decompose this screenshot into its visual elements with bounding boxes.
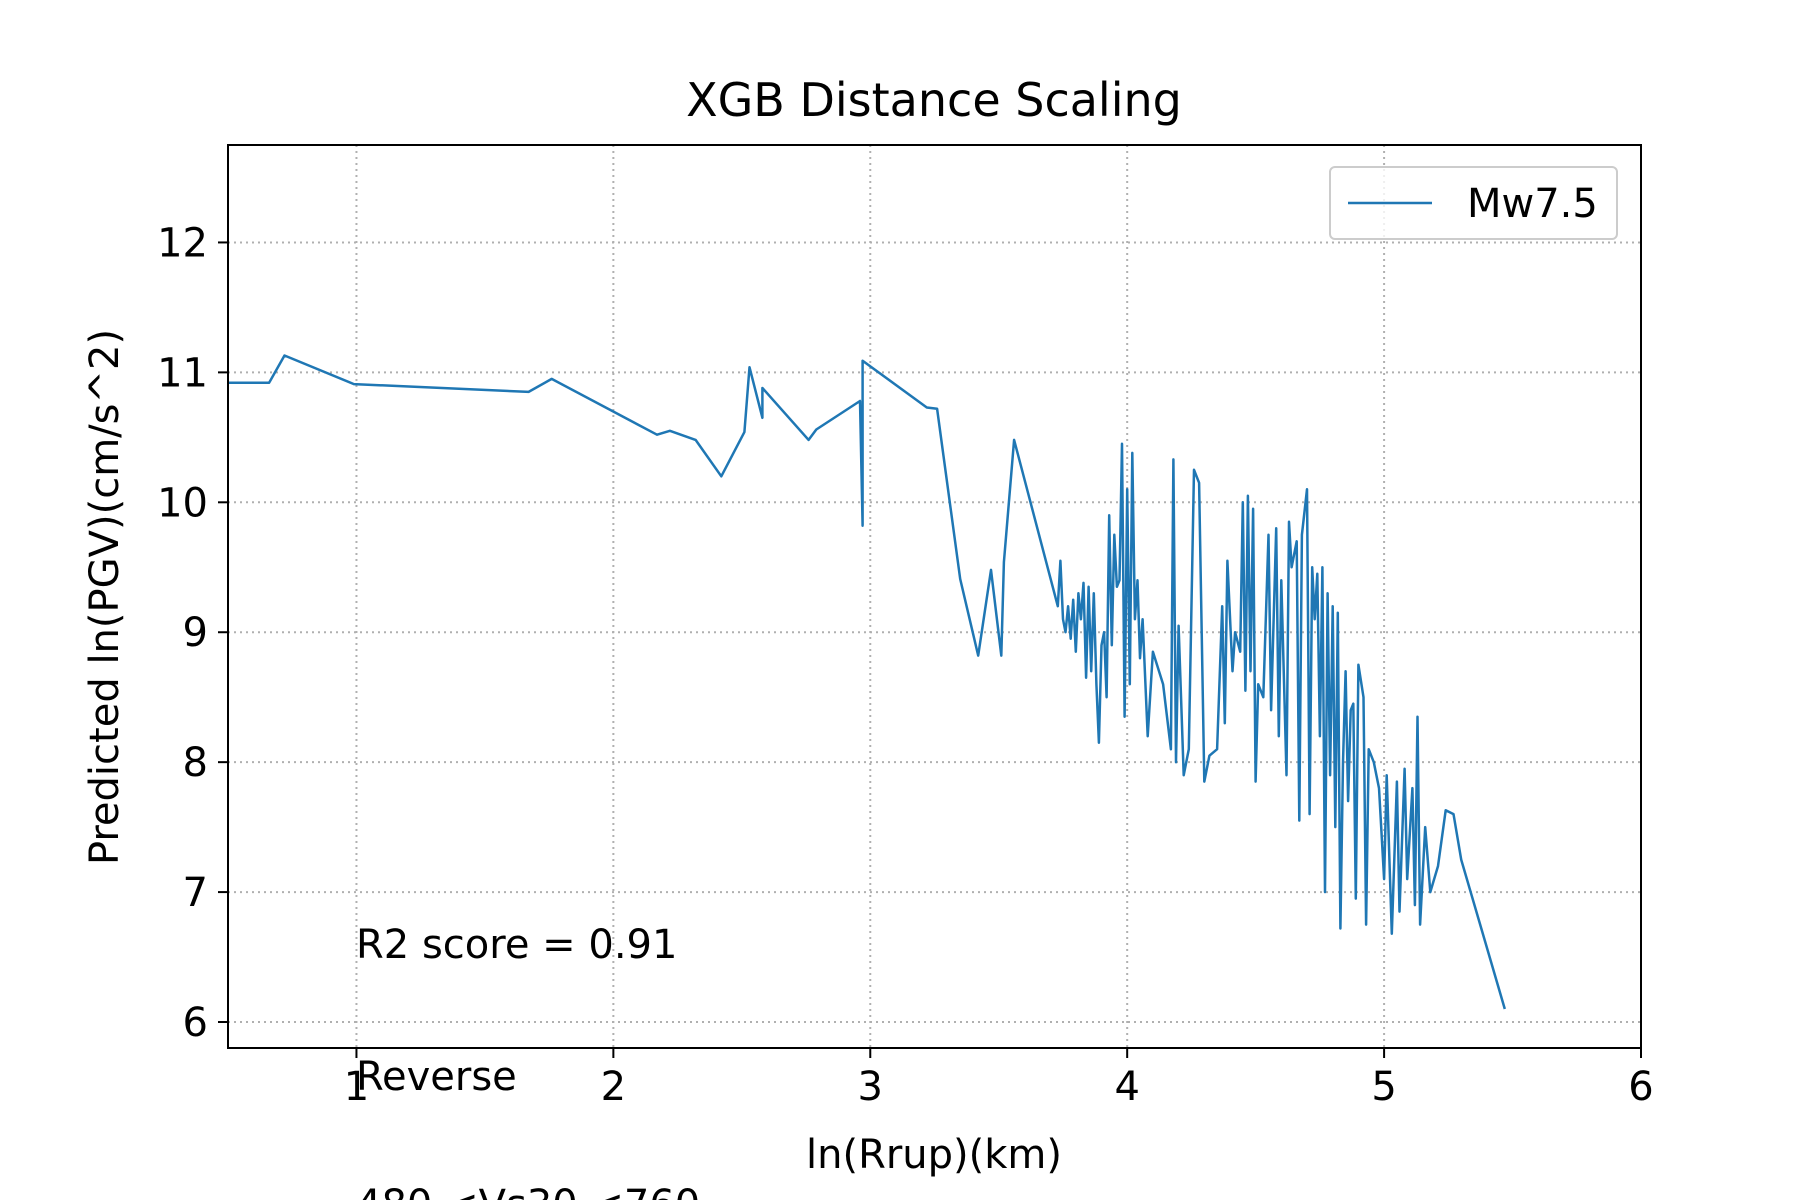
y-axis-label: Predicted ln(PGV)(cm/s^2) <box>82 329 128 865</box>
y-tick-label: 12 <box>157 220 208 266</box>
chart-title: XGB Distance Scaling <box>686 73 1182 127</box>
x-tick-label: 2 <box>601 1064 626 1110</box>
data-line <box>228 354 1506 1010</box>
x-axis-label: ln(Rrup)(km) <box>806 1132 1062 1178</box>
y-tick-label: 8 <box>183 740 208 786</box>
x-tick-label: 6 <box>1628 1064 1653 1110</box>
legend-label: Mw7.5 <box>1467 181 1598 227</box>
x-tick-label: 1 <box>344 1064 369 1110</box>
y-tick-label: 6 <box>183 1000 208 1046</box>
y-tick-label: 11 <box>157 350 208 396</box>
legend-box <box>1329 166 1618 240</box>
x-tick-label: 5 <box>1371 1064 1396 1110</box>
x-tick-label: 4 <box>1114 1064 1139 1110</box>
x-tick-label: 3 <box>858 1064 883 1110</box>
y-tick-label: 7 <box>183 870 208 916</box>
y-tick-label: 10 <box>157 480 208 526</box>
y-tick-label: 9 <box>183 610 208 656</box>
axes-frame <box>227 144 1642 1049</box>
annotation: Reverse <box>356 1054 517 1100</box>
annotation: 480 <Vs30 <760 <box>356 1182 700 1200</box>
annotation: R2 score = 0.91 <box>356 922 677 968</box>
